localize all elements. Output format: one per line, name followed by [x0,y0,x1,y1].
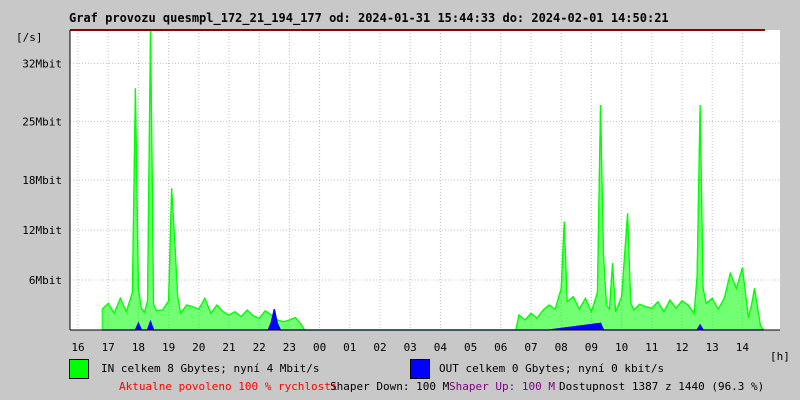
x-tick-label: 06 [494,341,507,354]
y-tick-label: 25Mbit [22,116,62,129]
x-tick-label: 10 [615,341,628,354]
in-series-line [101,29,765,331]
availability-status: Dostupnost 1387 z 1440 (96.3 %) [559,380,765,393]
out-legend-swatch [410,359,430,379]
in-legend-label: IN celkem 8 Gbytes; nyní 4 Mbit/s [101,362,320,375]
shaper-up-status: Shaper Up: 100 M [449,380,555,393]
x-tick-label: 12 [675,341,688,354]
x-tick-label: 04 [434,341,448,354]
x-tick-label: 23 [283,341,296,354]
x-tick-label: 22 [253,341,266,354]
y-tick-label: 6Mbit [29,274,62,287]
in-legend-swatch [69,359,89,379]
y-axis-label: [/s] [16,31,43,44]
out-legend-label: OUT celkem 0 Gbytes; nyní 0 kbit/s [439,362,665,375]
x-tick-label: 16 [71,341,84,354]
shaper-down-status: Shaper Down: 100 M [330,380,450,393]
x-tick-label: 19 [162,341,175,354]
x-tick-label: 07 [524,341,537,354]
x-tick-label: 02 [373,341,386,354]
x-axis-label: [h] [770,350,790,363]
x-tick-label: 17 [102,341,115,354]
x-tick-label: 08 [555,341,568,354]
y-tick-label: 32Mbit [22,57,62,70]
x-tick-label: 14 [736,341,750,354]
y-tick-label: 12Mbit [22,224,62,237]
x-tick-label: 01 [343,341,356,354]
allowed-speed-status: Aktualne povoleno 100 % rychlosti [119,380,338,393]
x-tick-label: 13 [706,341,719,354]
x-tick-label: 11 [645,341,658,354]
x-tick-label: 18 [132,341,145,354]
x-tick-label: 03 [404,341,417,354]
x-tick-label: 09 [585,341,598,354]
x-tick-label: 00 [313,341,326,354]
x-tick-label: 05 [464,341,477,354]
chart-title: Graf provozu quesmpl_172_21_194_177 od: … [69,11,669,25]
x-tick-label: 20 [192,341,205,354]
y-tick-label: 18Mbit [22,174,62,187]
x-tick-label: 21 [222,341,235,354]
